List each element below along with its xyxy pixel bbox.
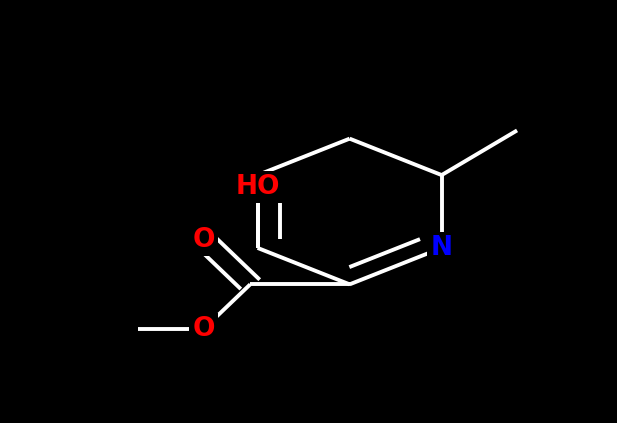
Text: O: O — [193, 316, 215, 342]
Text: N: N — [431, 235, 453, 261]
Text: O: O — [193, 227, 215, 253]
Text: HO: HO — [235, 174, 280, 200]
